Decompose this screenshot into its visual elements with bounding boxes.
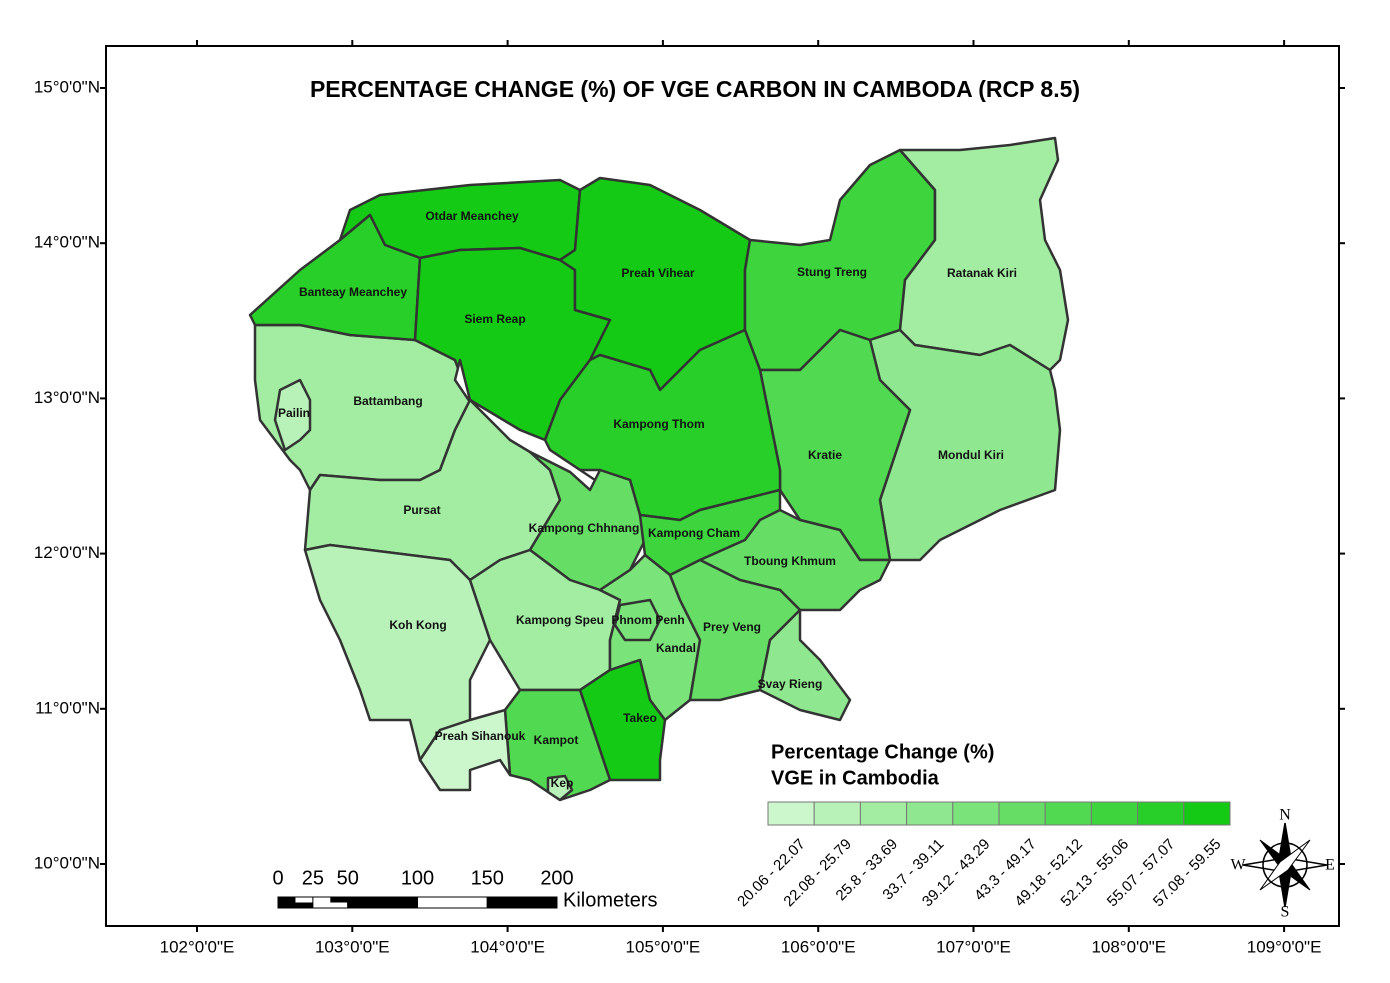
legend-swatch [859,801,908,826]
province-label: Kratie [808,448,842,462]
x-tick-label: 107°0'0"E [936,937,1011,956]
provinces [248,136,1070,802]
scale-segment [330,897,348,903]
province-label: Takeo [623,711,657,725]
province [273,378,312,452]
map-title: PERCENTAGE CHANGE (%) OF VGE CARBON IN C… [310,76,1080,102]
legend-swatch [952,801,1000,826]
x-tick-label: 103°0'0"E [315,937,390,956]
legend-swatch [1090,801,1139,826]
province-label: Preah Vihear [621,266,694,280]
legend-swatch [1183,801,1231,826]
scale-segment [417,896,488,909]
compass-e: E [1325,857,1335,874]
legend-title: Percentage Change (%) [771,741,994,763]
province-label: Ratanak Kiri [947,266,1017,280]
scale-label: 50 [337,867,359,889]
y-tick-label: 15°0'0"N [34,77,100,96]
legend-swatch [1137,801,1185,826]
y-tick-label: 13°0'0"N [34,388,100,407]
province [546,774,574,802]
province [758,608,852,722]
x-tick-label: 102°0'0"E [160,937,235,956]
legend-swatch [1044,801,1092,826]
province-label: Siem Reap [464,312,525,326]
province-label: Banteay Meanchey [299,285,407,299]
province-label: Stung Treng [797,265,867,279]
compass-ring [1262,842,1308,888]
province-label: Kampong Speu [516,613,604,627]
province-label: Koh Kong [389,618,446,632]
legend-title: VGE in Cambodia [771,767,940,789]
province-label: Kampot [534,733,579,747]
province-label: Otdar Meanchey [425,209,519,223]
province-label: Tboung Khmum [744,554,836,568]
province-label: Pursat [403,503,440,517]
province-label: Kampong Cham [648,526,740,540]
scale-segment [486,896,558,909]
scale-label: 0 [272,867,283,889]
province-label: Svay Rieng [758,677,823,691]
province [898,136,1070,372]
y-tick-label: 12°0'0"N [34,543,100,562]
province-label: Preah Sihanouk [435,729,526,743]
province-label: Pailin [278,406,310,420]
compass-rose [1259,839,1311,891]
y-tick-label: 10°0'0"N [34,853,100,872]
scale-segment [295,897,313,903]
compass: N S E W [1230,807,1334,921]
scale-unit: Kilometers [563,889,657,911]
province [613,598,662,642]
x-tick-label: 104°0'0"E [470,937,545,956]
province [528,450,647,592]
province [418,708,512,792]
scale-segment [347,896,418,909]
legend-swatch [998,801,1046,826]
x-tick-label: 105°0'0"E [626,937,701,956]
province-label: Kandal [656,641,696,655]
compass-w: W [1230,857,1246,874]
province [503,688,612,802]
x-tick-label: 109°0'0"E [1247,937,1322,956]
y-tick-label: 11°0'0"N [35,698,100,717]
province-label: Mondul Kiri [938,448,1004,462]
scale-label: 150 [471,867,504,889]
legend-swatch [767,801,815,826]
province-label: Phnom Penh [611,613,684,627]
y-tick-label: 14°0'0"N [34,233,100,252]
legend-swatch [906,801,954,826]
legend-swatch [813,801,861,826]
compass-n: N [1279,807,1291,824]
province-label: Kampong Chhnang [529,521,640,535]
scale-label: 200 [540,867,573,889]
scale-label: 25 [302,867,324,889]
province-label: Kampong Thom [613,417,704,431]
compass-s: S [1281,904,1290,921]
x-tick-label: 106°0'0"E [781,937,856,956]
scale-label: 100 [401,867,434,889]
province-label: Prey Veng [703,620,761,634]
province-label: Battambang [353,394,422,408]
province-label: Kep [551,776,574,790]
x-tick-label: 108°0'0"E [1091,937,1166,956]
